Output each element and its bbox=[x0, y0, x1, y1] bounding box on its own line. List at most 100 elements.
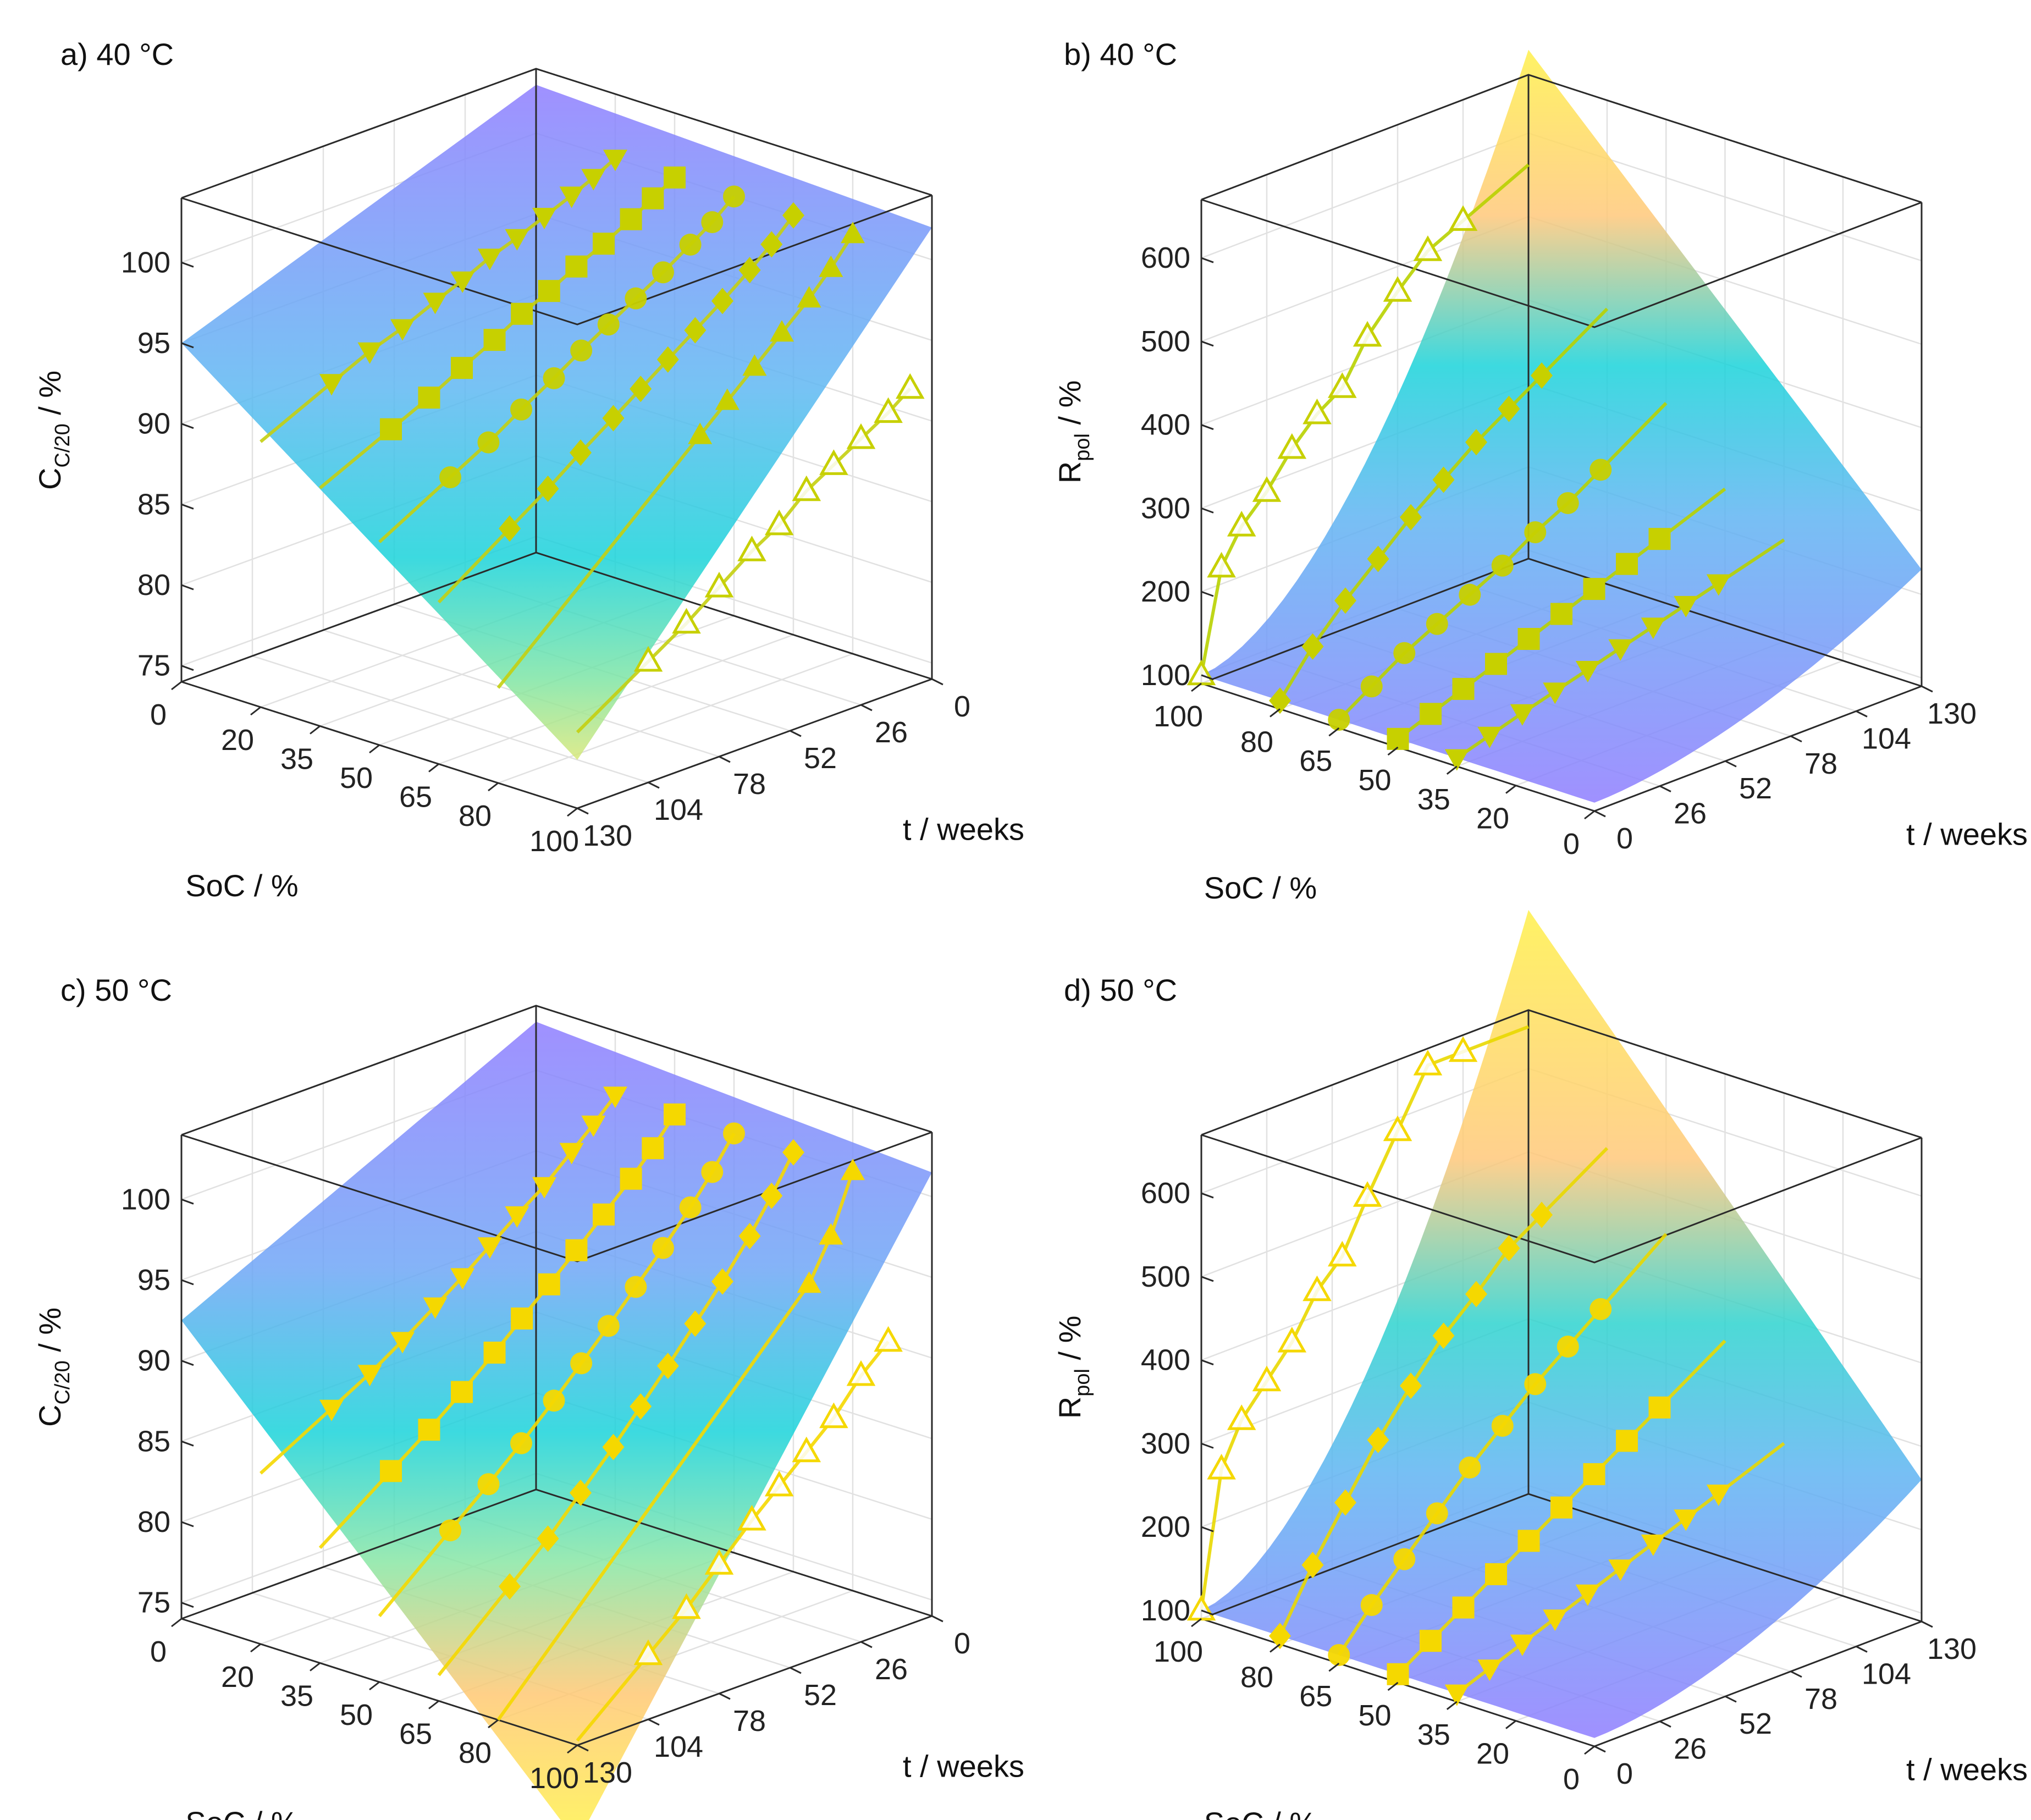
z-tick bbox=[1201, 1359, 1214, 1366]
series-marker-soc-65 bbox=[1328, 709, 1350, 731]
soc-tick-label: 20 bbox=[1476, 802, 1509, 835]
soc-tick-label: 0 bbox=[150, 698, 167, 731]
soc-tick bbox=[488, 1719, 499, 1729]
t-tick-label: 104 bbox=[654, 793, 703, 826]
series-marker-soc-80 bbox=[1269, 1623, 1291, 1650]
t-tick bbox=[1725, 760, 1737, 768]
soc-tick bbox=[369, 744, 380, 754]
series-marker-soc-80 bbox=[1400, 504, 1422, 531]
series-marker-soc-100 bbox=[764, 1470, 794, 1497]
series-marker-soc-100 bbox=[704, 571, 734, 598]
soc-tick bbox=[171, 681, 182, 691]
soc-tick-label: 35 bbox=[1417, 783, 1450, 816]
soc-tick-label: 100 bbox=[529, 1762, 579, 1795]
series-marker-soc-100 bbox=[1207, 1454, 1236, 1480]
soc-tick-label: 100 bbox=[1154, 1635, 1203, 1668]
series-marker-soc-100 bbox=[672, 608, 701, 634]
t-tick bbox=[1594, 810, 1606, 818]
series-marker-soc-35 bbox=[1543, 1609, 1568, 1631]
series-marker-soc-50 bbox=[1616, 1430, 1638, 1452]
z-tick-label: 100 bbox=[1141, 1594, 1190, 1627]
series-marker-soc-65 bbox=[656, 346, 679, 373]
series-marker-soc-50 bbox=[1387, 727, 1409, 750]
soc-tick bbox=[428, 763, 439, 773]
series-marker-soc-35 bbox=[418, 1419, 440, 1441]
t-tick-label: 52 bbox=[1739, 1707, 1772, 1740]
z-tick-label: 80 bbox=[137, 1505, 170, 1538]
z-tick bbox=[181, 1279, 194, 1286]
t-tick-label: 104 bbox=[1862, 1657, 1911, 1690]
series-marker-soc-100 bbox=[874, 397, 903, 423]
series-marker-soc-65 bbox=[1426, 1502, 1448, 1525]
series-marker-soc-65 bbox=[1557, 492, 1579, 514]
series-marker-soc-80 bbox=[1269, 687, 1291, 714]
series-marker-soc-80 bbox=[715, 388, 739, 410]
series-marker-soc-65 bbox=[570, 439, 592, 466]
series-marker-soc-35 bbox=[1674, 1509, 1698, 1531]
t-tick-label: 26 bbox=[875, 1653, 908, 1686]
z-tick-label: 100 bbox=[121, 1183, 170, 1216]
x-axis-label: SoC / % bbox=[185, 1805, 298, 1820]
series-marker-soc-50 bbox=[439, 466, 461, 488]
series-marker-soc-100 bbox=[846, 1360, 876, 1386]
series-marker-soc-20 bbox=[532, 208, 556, 229]
series-marker-soc-50 bbox=[1420, 703, 1442, 725]
soc-tick bbox=[1387, 1681, 1399, 1691]
series-marker-soc-100 bbox=[896, 373, 925, 399]
series-marker-soc-20 bbox=[450, 1268, 475, 1290]
t-tick bbox=[1659, 785, 1671, 792]
series-marker-soc-50 bbox=[679, 1196, 702, 1218]
panel-title: b) 40 °C bbox=[1064, 37, 1177, 71]
series-marker-soc-100 bbox=[1448, 1036, 1478, 1062]
z-axis-label: Rpol / % bbox=[1052, 1316, 1094, 1419]
series-marker-soc-65 bbox=[1590, 1298, 1612, 1320]
fitted-surface bbox=[181, 1022, 932, 1820]
y-axis-label: t / weeks bbox=[1906, 1752, 2028, 1787]
z-tick-label: 95 bbox=[137, 327, 170, 360]
series-marker-soc-50 bbox=[1648, 1396, 1671, 1419]
soc-tick bbox=[1328, 1663, 1340, 1672]
z-tick bbox=[1201, 1442, 1214, 1449]
series-fit-line-soc-80 bbox=[496, 1171, 854, 1721]
soc-tick bbox=[1270, 1643, 1281, 1653]
soc-tick bbox=[250, 1643, 261, 1653]
series-marker-soc-50 bbox=[543, 367, 565, 389]
t-tick bbox=[577, 1744, 589, 1752]
series-marker-soc-65 bbox=[537, 475, 559, 502]
soc-tick-label: 80 bbox=[459, 1736, 492, 1769]
t-tick-label: 0 bbox=[1616, 1757, 1633, 1790]
z-tick-label: 85 bbox=[137, 1425, 170, 1458]
series-marker-soc-50 bbox=[679, 233, 702, 256]
z-tick-label: 600 bbox=[1141, 241, 1190, 274]
soc-tick bbox=[1584, 810, 1595, 820]
z-tick-label: 95 bbox=[137, 1264, 170, 1297]
series-marker-soc-35 bbox=[1510, 704, 1535, 726]
series-marker-soc-35 bbox=[538, 280, 560, 302]
soc-tick bbox=[1387, 746, 1399, 756]
series-marker-soc-35 bbox=[565, 255, 588, 278]
series-marker-soc-65 bbox=[760, 1182, 783, 1209]
series-marker-soc-65 bbox=[738, 257, 761, 284]
series-marker-soc-100 bbox=[1413, 1050, 1443, 1076]
z-tick bbox=[1201, 674, 1214, 681]
z-tick-label: 80 bbox=[137, 569, 170, 602]
series-marker-soc-50 bbox=[652, 261, 674, 284]
series-marker-soc-20 bbox=[423, 293, 448, 315]
series-marker-soc-35 bbox=[483, 329, 506, 351]
series-marker-soc-35 bbox=[1575, 1584, 1600, 1606]
series-marker-soc-35 bbox=[593, 233, 615, 255]
box-top-front bbox=[1201, 1134, 1922, 1264]
series-marker-soc-35 bbox=[1444, 1684, 1469, 1706]
series-marker-soc-65 bbox=[602, 1433, 625, 1460]
soc-tick bbox=[1584, 1745, 1595, 1755]
t-tick-label: 130 bbox=[583, 819, 632, 852]
z-tick-label: 200 bbox=[1141, 1510, 1190, 1543]
series-marker-soc-100 bbox=[1413, 235, 1443, 261]
series-marker-soc-35 bbox=[1706, 1485, 1731, 1506]
series-marker-soc-100 bbox=[737, 536, 766, 561]
series-marker-soc-65 bbox=[1590, 459, 1612, 481]
series-marker-soc-80 bbox=[1432, 466, 1455, 493]
series-marker-soc-80 bbox=[1400, 1372, 1422, 1399]
t-tick-label: 130 bbox=[1927, 1633, 1977, 1665]
